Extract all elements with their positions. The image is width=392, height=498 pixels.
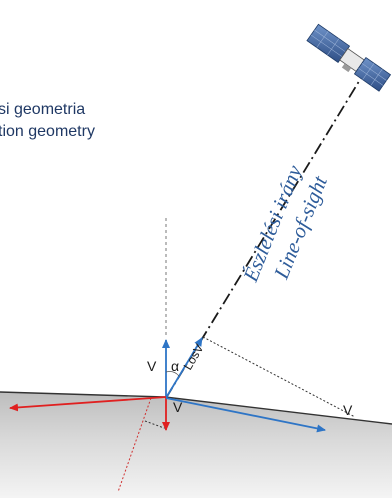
title-line-2: tion geometry — [0, 123, 95, 140]
angle-marker — [165, 371, 180, 377]
satellite-icon — [306, 23, 392, 92]
westward-displacement-arrow — [9, 396, 167, 412]
alpha-label: α — [171, 358, 179, 374]
losv-label: LosV — [181, 342, 207, 373]
slope-displacement-arrow — [165, 397, 326, 433]
los-component-arrow — [165, 337, 203, 399]
construction-line-bottom — [144, 420, 165, 429]
projection-line-red — [117, 397, 152, 493]
title-line-1: si geometria — [0, 101, 85, 118]
vertical-v-label: V — [147, 358, 157, 374]
construction-line-top — [202, 336, 356, 418]
slope-v-label: V — [343, 402, 353, 418]
downward-v-label: V — [173, 399, 183, 415]
ground-surface — [0, 392, 392, 498]
line-of-sight — [165, 77, 362, 399]
